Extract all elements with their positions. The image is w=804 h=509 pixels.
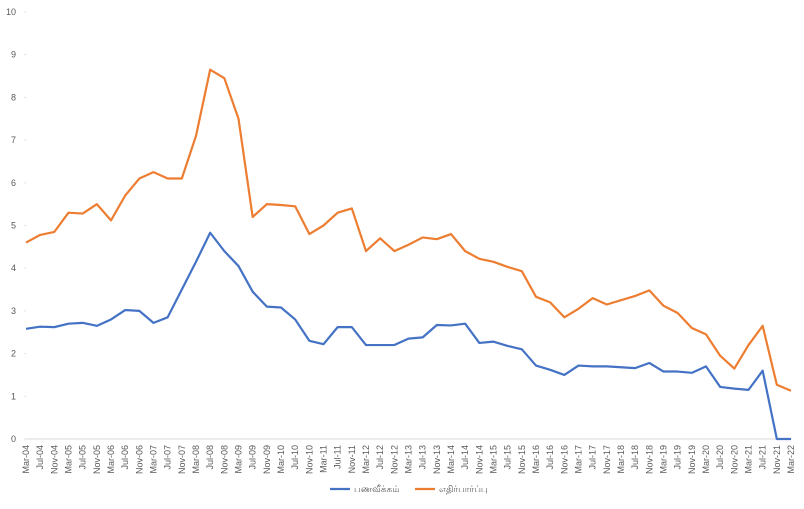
- series-line: [25, 231, 791, 441]
- x-tick-label: Jul-11: [333, 445, 343, 469]
- x-tick-label: Mar-10: [276, 445, 286, 474]
- x-tick-label: Jul-04: [35, 445, 45, 470]
- x-tick-label: Nov-18: [644, 445, 654, 474]
- x-tick-label: Mar-20: [701, 445, 711, 474]
- y-tick-label: 1: [11, 391, 16, 401]
- legend-label: எதிர்பார்ப்பு: [439, 484, 488, 494]
- x-tick-label: Mar-13: [404, 445, 414, 474]
- x-tick-label: Jul-14: [460, 445, 470, 470]
- x-tick-label: Mar-21: [744, 445, 754, 474]
- x-tick-label: Nov-06: [134, 445, 144, 474]
- series-line: [25, 68, 792, 392]
- x-tick-label: Nov-16: [559, 445, 569, 474]
- y-tick-label: 10: [6, 7, 16, 17]
- x-tick-label: Jul-17: [588, 445, 598, 470]
- x-tick-label: Nov-17: [602, 445, 612, 474]
- x-tick-label: Nov-14: [474, 445, 484, 474]
- x-tick-label: Mar-19: [659, 445, 669, 474]
- x-tick-label: Jul-05: [78, 445, 88, 470]
- x-tick-label: Jul-08: [205, 445, 215, 470]
- x-tick-label: Jul-18: [630, 445, 640, 470]
- x-tick-label: Mar-22: [786, 445, 796, 474]
- x-tick-label: Jul-21: [758, 445, 768, 470]
- x-tick-label: Mar-04: [21, 445, 31, 474]
- y-tick-label: 6: [11, 178, 16, 188]
- x-tick-label: Jul-09: [248, 445, 258, 470]
- y-tick-label: 2: [11, 349, 16, 359]
- x-tick-label: Nov-05: [92, 445, 102, 474]
- x-tick-label: Mar-17: [574, 445, 584, 474]
- x-tick-label: Mar-12: [361, 445, 371, 474]
- x-tick-label: Jul-12: [375, 445, 385, 470]
- y-tick-label: 5: [11, 221, 16, 231]
- y-tick-label: 0: [11, 434, 16, 444]
- x-tick-label: Jul-07: [163, 445, 173, 470]
- x-tick-label: Mar-15: [489, 445, 499, 474]
- x-tick-label: Nov-13: [432, 445, 442, 474]
- x-tick-label: Nov-08: [219, 445, 229, 474]
- x-tick-label: Nov-12: [389, 445, 399, 474]
- x-tick-label: Mar-06: [106, 445, 116, 474]
- x-tick-label: Nov-11: [347, 445, 357, 473]
- x-tick-label: Nov-10: [304, 445, 314, 474]
- x-tick-label: Nov-15: [517, 445, 527, 474]
- x-tick-label: Jul-16: [545, 445, 555, 470]
- y-tick-label: 7: [11, 135, 16, 145]
- y-tick-label: 9: [11, 50, 16, 60]
- y-tick-label: 3: [11, 306, 16, 316]
- x-tick-label: Nov-04: [49, 445, 59, 474]
- x-tick-label: Mar-05: [64, 445, 74, 474]
- x-tick-label: Nov-19: [687, 445, 697, 474]
- x-tick-label: Nov-21: [772, 445, 782, 474]
- x-tick-label: Jul-06: [120, 445, 130, 470]
- x-tick-label: Nov-07: [177, 445, 187, 474]
- y-tick-label: 4: [11, 263, 16, 273]
- x-tick-label: Jul-10: [290, 445, 300, 470]
- x-tick-label: Mar-08: [191, 445, 201, 474]
- x-tick-label: Nov-20: [729, 445, 739, 474]
- x-tick-label: Jul-13: [418, 445, 428, 470]
- x-tick-label: Jul-20: [715, 445, 725, 470]
- x-tick-label: Nov-09: [262, 445, 272, 474]
- x-tick-label: Mar-14: [446, 445, 456, 474]
- x-tick-label: Mar-18: [616, 445, 626, 474]
- x-tick-label: Jul-15: [503, 445, 513, 470]
- legend-label: பணவீக்கம்: [354, 484, 400, 494]
- y-tick-label: 8: [11, 92, 16, 102]
- x-tick-label: Mar-16: [531, 445, 541, 474]
- x-tick-label: Mar-07: [149, 445, 159, 474]
- x-tick-label: Mar-11: [319, 445, 329, 473]
- x-tick-label: Jul-19: [673, 445, 683, 470]
- x-tick-label: Mar-09: [234, 445, 244, 474]
